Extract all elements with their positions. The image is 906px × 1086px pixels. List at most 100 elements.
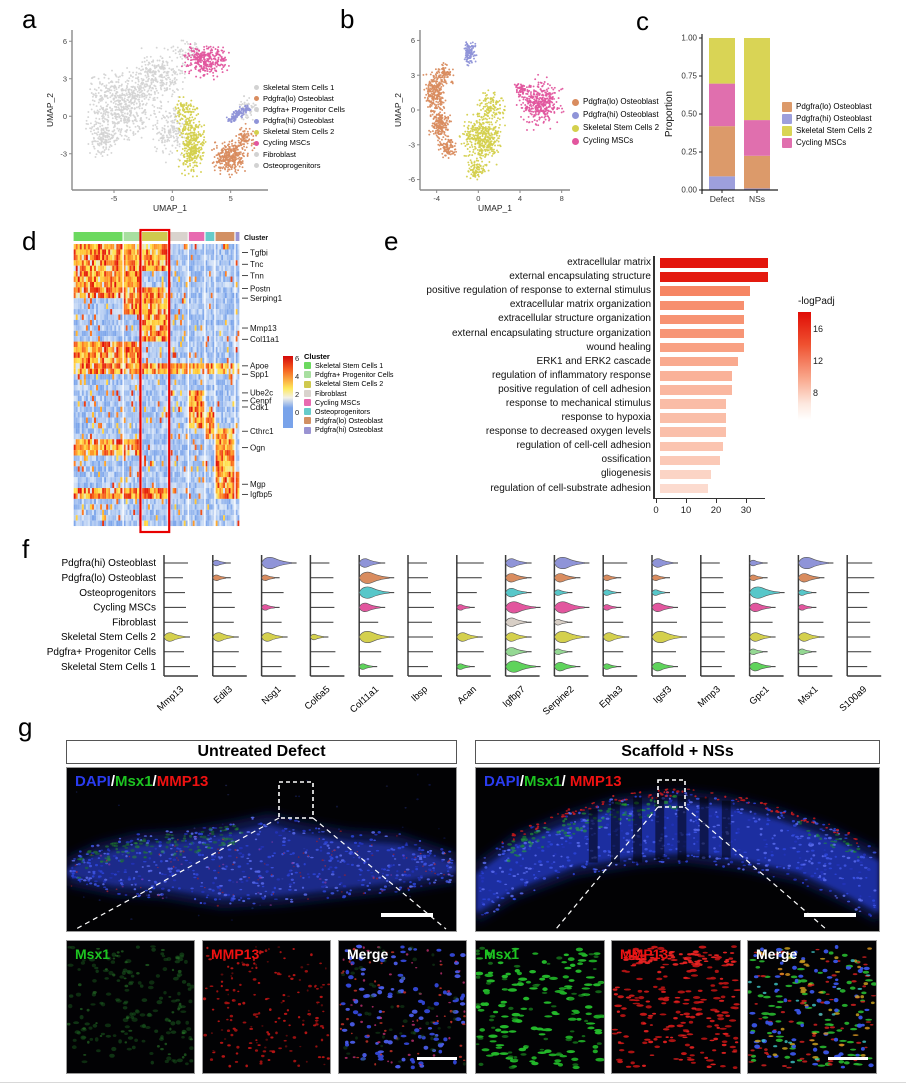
- go-term-row: regulation of cell-cell adhesion: [395, 439, 795, 453]
- legend-label: Osteoprogenitors: [263, 160, 321, 170]
- legend-swatch: [304, 417, 311, 425]
- go-term-row: extracellular matrix: [395, 256, 795, 270]
- colorbar-tick: 4: [295, 372, 300, 381]
- svg-text:Proportion: Proportion: [664, 91, 675, 137]
- go-term-label: extracellular structure organization: [498, 313, 651, 325]
- go-term-label: gliogenesis: [600, 468, 651, 480]
- svg-text:3: 3: [63, 74, 67, 83]
- legend-item: Pdgfra(lo) Osteoblast: [782, 102, 872, 112]
- go-term-bar: [660, 371, 732, 381]
- micrograph-image: [203, 941, 330, 1073]
- heatmap-colorbar: [283, 356, 293, 428]
- go-term-row: response to mechanical stimulus: [395, 397, 795, 411]
- svg-text:5: 5: [229, 194, 233, 203]
- svg-text:8: 8: [560, 194, 564, 203]
- panel-g-label: g: [18, 712, 33, 742]
- svg-text:UMAP_2: UMAP_2: [45, 93, 55, 127]
- legend-item: Fibroblast: [254, 151, 345, 159]
- legend-item: Pdgfra+ Progenitor Cells: [254, 106, 345, 114]
- marker-heatmap: ClusterTgfbiTncTnnPostnSerping1Mmp13Col1…: [73, 228, 283, 534]
- violin-gene-label: Mmp13: [155, 684, 186, 713]
- micrograph-image: [476, 941, 604, 1073]
- go-term-bar: [660, 427, 726, 437]
- legend-item: Skeletal Stem Cells 2: [572, 124, 659, 132]
- go-colorbar-ticks: 16 12 8: [813, 312, 833, 420]
- go-term-label: regulation of cell-substrate adhesion: [490, 482, 651, 494]
- go-term-bar: [660, 483, 708, 494]
- legend-item: Fibroblast: [304, 389, 394, 397]
- untreated-mmp13-inset: MMP13: [202, 940, 331, 1074]
- go-term-label: ERK1 and ERK2 cascade: [536, 355, 651, 367]
- go-term-bar: [660, 385, 732, 395]
- stain-label-token: /: [561, 773, 570, 790]
- stain-label-token: DAPI: [75, 773, 111, 790]
- go-term-label: extracellular matrix: [567, 257, 651, 269]
- go-term-bar: [660, 328, 744, 339]
- violin-gene-label: Nsg1: [260, 684, 284, 707]
- go-term-row: ossification: [395, 453, 795, 467]
- svg-text:Defect: Defect: [710, 194, 735, 204]
- legend-swatch: [304, 426, 311, 434]
- legend-item: Pdgfra(hi) Osteoblast: [782, 114, 872, 124]
- svg-text:0: 0: [63, 112, 67, 121]
- colorbar-tick: 0: [295, 408, 300, 417]
- legend-label: Pdgfra+ Progenitor Cells: [263, 105, 345, 115]
- violin-gene-label: Msx1: [796, 684, 820, 707]
- scaffold-msx1-inset: Msx1: [475, 940, 605, 1074]
- go-term-bar: [660, 399, 726, 409]
- svg-text:4: 4: [518, 194, 522, 203]
- go-term-bar: [660, 441, 723, 452]
- legend-swatch: [254, 140, 259, 146]
- legend-label: Cycling MSCs: [315, 397, 361, 407]
- go-colorbar-tick: 8: [813, 388, 819, 398]
- go-x-tick: [685, 499, 687, 504]
- legend-item: Cycling MSCs: [304, 399, 394, 406]
- micrograph-image: [476, 768, 879, 931]
- panel-a-label: a: [22, 4, 37, 34]
- legend-label: Pdgfra(hi) Osteoblast: [796, 114, 872, 123]
- bottom-divider: [0, 1082, 906, 1083]
- go-colorbar-tick: 12: [813, 356, 824, 366]
- stain-label: DAPI/Msx1/MMP13: [75, 773, 208, 790]
- svg-text:6: 6: [411, 36, 415, 45]
- go-term-row: regulation of cell-substrate adhesion: [395, 482, 795, 496]
- go-colorbar-tick: 16: [813, 324, 824, 334]
- svg-text:6: 6: [63, 37, 67, 46]
- stain-label-token: MMP13: [569, 773, 622, 790]
- stain-label: Msx1: [75, 946, 110, 962]
- svg-text:UMAP_1: UMAP_1: [153, 203, 187, 213]
- legend-item: Skeletal Stem Cells 2: [254, 128, 345, 136]
- legend-item: Osteoprogenitors: [254, 162, 345, 170]
- legend-label: Pdgfra(hi) Osteoblast: [263, 116, 334, 126]
- legend-swatch: [254, 96, 259, 102]
- go-term-row: positive regulation of cell adhesion: [395, 383, 795, 397]
- go-term-row: external encapsulating structure: [395, 270, 795, 284]
- svg-text:1.00: 1.00: [681, 34, 697, 43]
- legend-item: Skeletal Stem Cells 1: [304, 362, 394, 369]
- go-term-bar: [660, 286, 750, 296]
- panel-c-label: c: [636, 6, 649, 36]
- go-term-row: positive regulation of response to exter…: [395, 284, 795, 298]
- legend-item: Skeletal Stem Cells 2: [782, 126, 872, 136]
- go-term-row: response to hypoxia: [395, 411, 795, 425]
- legend-swatch: [254, 162, 259, 168]
- proportion-legend: Pdgfra(lo) Osteoblast Pdgfra(hi) Osteobla…: [782, 102, 872, 150]
- legend-item: Skeletal Stem Cells 1: [254, 84, 345, 92]
- violin-gene-label: Igsf3: [651, 684, 674, 706]
- legend-item: Pdgfra(lo) Osteoblast: [254, 95, 345, 103]
- svg-text:-4: -4: [433, 194, 440, 203]
- go-term-label: wound healing: [586, 341, 652, 353]
- legend-swatch: [572, 137, 579, 145]
- go-colorbar: [798, 312, 811, 420]
- go-term-label: response to decreased oxygen levels: [485, 426, 651, 438]
- stain-label-token: /: [152, 773, 157, 790]
- go-term-bar: [660, 356, 738, 367]
- panel-f-label: f: [22, 534, 30, 564]
- go-term-row: wound healing: [395, 341, 795, 355]
- proportion-bar-chart: 0.00 0.25 0.50 0.75 1.00 Proportion Defect NSs: [664, 34, 778, 204]
- legend-label: Osteoprogenitors: [315, 407, 371, 417]
- svg-text:-3: -3: [408, 140, 415, 149]
- legend-swatch: [782, 126, 792, 136]
- legend-item: Pdgfra+ Progenitor Cells: [304, 371, 394, 378]
- stain-label-token: DAPI: [484, 773, 520, 790]
